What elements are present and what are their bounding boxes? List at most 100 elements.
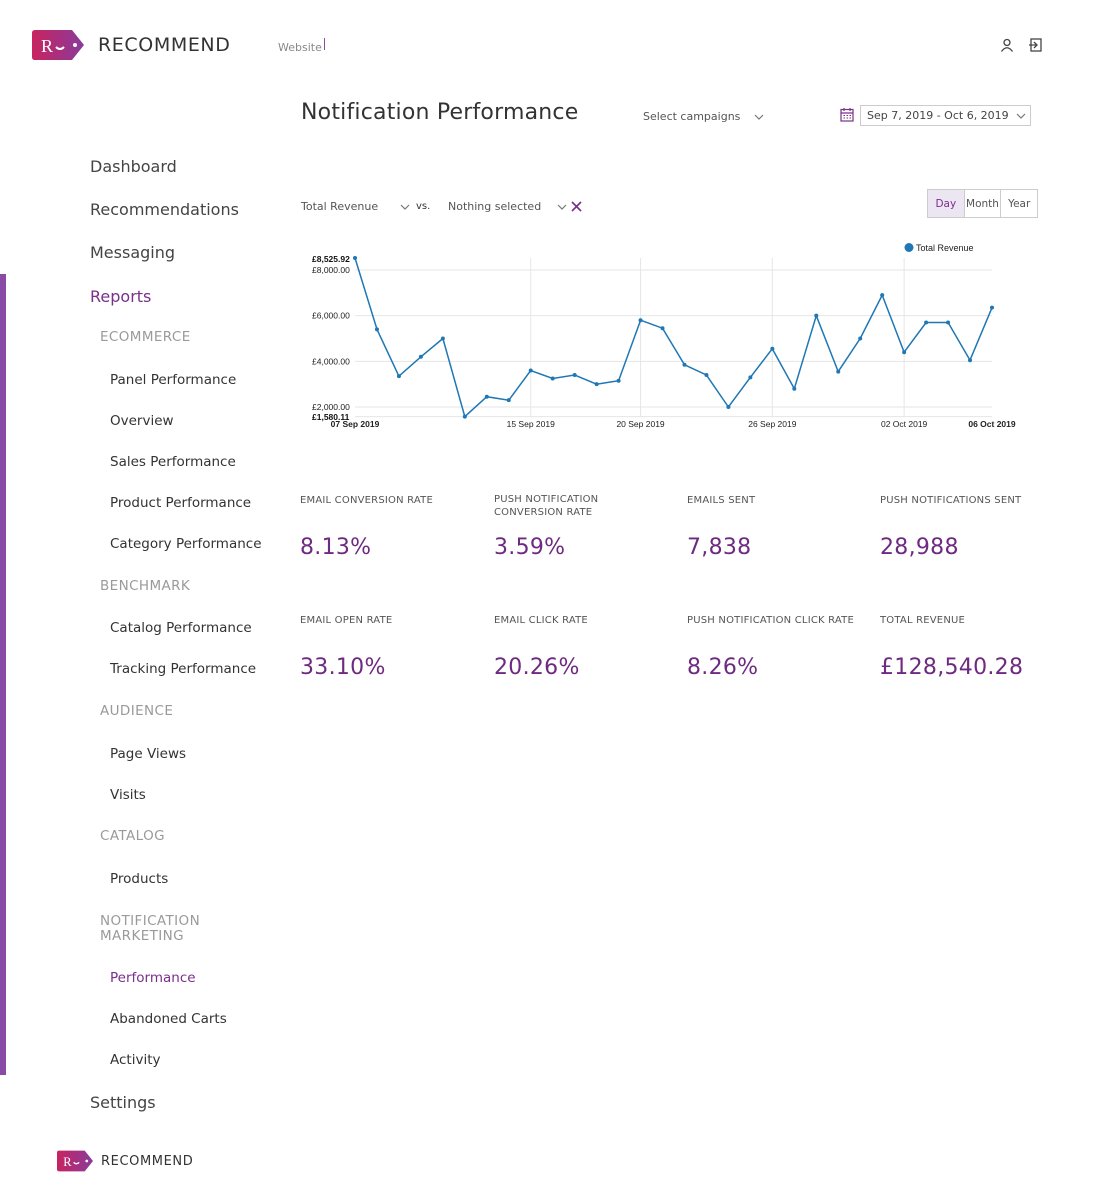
brand-name: RECOMMEND [98, 34, 231, 56]
metric-select-value: Total Revenue [301, 200, 379, 213]
nav-catalog-performance[interactable]: Catalog Performance [110, 620, 252, 636]
data-point [660, 326, 665, 331]
stat-value: 20.26% [494, 655, 580, 680]
campaign-select[interactable]: Select campaigns [643, 110, 764, 123]
data-point [484, 394, 489, 399]
legend-marker [904, 243, 914, 252]
data-point [858, 336, 863, 341]
data-point [353, 255, 357, 260]
nav-performance[interactable]: Performance [110, 970, 196, 986]
nav-settings[interactable]: Settings [90, 1093, 156, 1112]
site-selector[interactable]: Website [278, 41, 322, 54]
stat-label: TOTAL REVENUE [880, 615, 966, 626]
nav-sales-performance[interactable]: Sales Performance [110, 454, 236, 470]
data-point [770, 346, 775, 351]
data-point [528, 368, 533, 373]
nav-product-performance[interactable]: Product Performance [110, 495, 252, 511]
data-point [550, 376, 555, 381]
stat-label: PUSH NOTIFICATION CONVERSION RATE [494, 494, 599, 518]
data-point [374, 327, 379, 332]
stat-label: PUSH NOTIFICATIONS SENT [880, 495, 1022, 506]
section-notification-marketing: NOTIFICATION MARKETING [100, 914, 200, 944]
nav-panel-performance[interactable]: Panel Performance [110, 372, 237, 388]
data-point [682, 362, 687, 367]
data-point [968, 358, 973, 363]
brand-logo[interactable]: R RECOMMEND [32, 30, 230, 60]
stat-label: EMAILS SENT [687, 495, 756, 506]
chevron-down-icon [557, 204, 567, 210]
period-year-button[interactable]: Year [1008, 197, 1031, 210]
x-tick-label: 20 Sep 2019 [616, 419, 664, 429]
calendar-icon[interactable] [840, 107, 854, 122]
nav-activity[interactable]: Activity [110, 1052, 161, 1068]
nav-abandoned-carts[interactable]: Abandoned Carts [110, 1011, 227, 1027]
x-tick-label: 07 Sep 2019 [331, 419, 380, 429]
chevron-down-icon [1016, 113, 1026, 119]
stat-value: 33.10% [300, 655, 386, 680]
stat-label: EMAIL CONVERSION RATE [300, 495, 433, 506]
stat-email-open-rate: EMAIL OPEN RATE [300, 614, 480, 627]
data-point [990, 305, 994, 310]
date-range-picker[interactable]: Sep 7, 2019 - Oct 6, 2019 [860, 105, 1031, 126]
user-icon[interactable] [1000, 38, 1014, 52]
x-tick-label: 06 Oct 2019 [968, 419, 1016, 429]
clear-compare-icon[interactable] [571, 201, 582, 212]
metric-select[interactable]: Total Revenue [301, 200, 410, 213]
nav-recommendations[interactable]: Recommendations [90, 200, 239, 219]
logo-letter: R [63, 1155, 72, 1169]
revenue-chart-svg: £8,000.00 £6,000.00 £4,000.00 £2,000.00 £8,5… [312, 243, 1016, 429]
data-point [748, 375, 753, 380]
period-month-button[interactable]: Month [965, 190, 1002, 217]
nav-visits[interactable]: Visits [110, 787, 146, 803]
nav-category-performance[interactable]: Category Performance [110, 536, 262, 552]
vs-label: vs. [416, 201, 431, 212]
period-day-button[interactable]: Day [928, 190, 965, 217]
stat-push-conversion-rate: PUSH NOTIFICATION CONVERSION RATE [494, 493, 664, 519]
stat-value: 3.59% [494, 535, 566, 560]
logout-icon[interactable] [1028, 38, 1042, 52]
revenue-series-line [354, 257, 993, 418]
data-point [506, 398, 511, 403]
data-point [396, 374, 401, 379]
stat-emails-sent: EMAILS SENT [687, 494, 867, 507]
sidebar-accent-bar [0, 274, 6, 1075]
section-benchmark: BENCHMARK [100, 578, 191, 594]
x-tick-label: 26 Sep 2019 [748, 419, 796, 429]
nav-page-views[interactable]: Page Views [110, 746, 187, 762]
stat-value: 28,988 [880, 535, 959, 560]
compare-select-value: Nothing selected [448, 200, 542, 213]
data-point [462, 414, 467, 419]
data-point [946, 320, 951, 325]
data-point [880, 293, 885, 298]
nav-messaging[interactable]: Messaging [90, 243, 176, 262]
date-range-value: Sep 7, 2019 - Oct 6, 2019 [867, 109, 1009, 122]
data-point [726, 405, 731, 409]
nav-dashboard[interactable]: Dashboard [90, 157, 177, 176]
data-point [902, 350, 907, 355]
period-toggle: Day Month Year [927, 189, 1038, 218]
y-tick-label: £8,000.00 [312, 265, 350, 275]
stat-label: PUSH NOTIFICATION CLICK RATE [687, 615, 854, 626]
nav-tracking-performance[interactable]: Tracking Performance [110, 661, 257, 677]
nav-products[interactable]: Products [110, 871, 169, 887]
data-point [704, 373, 709, 378]
data-point [836, 369, 841, 374]
stat-value: 7,838 [687, 535, 752, 560]
section-ecommerce: ECOMMERCE [100, 329, 191, 345]
campaign-select-label: Select campaigns [643, 110, 741, 123]
data-point [638, 318, 643, 323]
compare-select[interactable]: Nothing selected [448, 200, 567, 213]
nav-reports[interactable]: Reports [90, 287, 152, 306]
section-notification-line2: MARKETING [100, 928, 185, 944]
y-max-label: £8,525.92 [312, 254, 350, 264]
legend-label: Total Revenue [916, 243, 974, 253]
section-notification-line1: NOTIFICATION [100, 913, 201, 929]
revenue-chart: £8,000.00 £6,000.00 £4,000.00 £2,000.00 £8,5… [300, 236, 1040, 436]
stat-push-notifications-sent: PUSH NOTIFICATIONS SENT [880, 494, 1060, 507]
data-point [572, 373, 577, 378]
y-tick-label: £4,000.00 [312, 356, 350, 366]
nav-overview[interactable]: Overview [110, 413, 174, 429]
footer-logo[interactable]: R RECOMMEND [57, 1150, 193, 1172]
data-point [418, 354, 423, 359]
data-point [440, 336, 445, 341]
